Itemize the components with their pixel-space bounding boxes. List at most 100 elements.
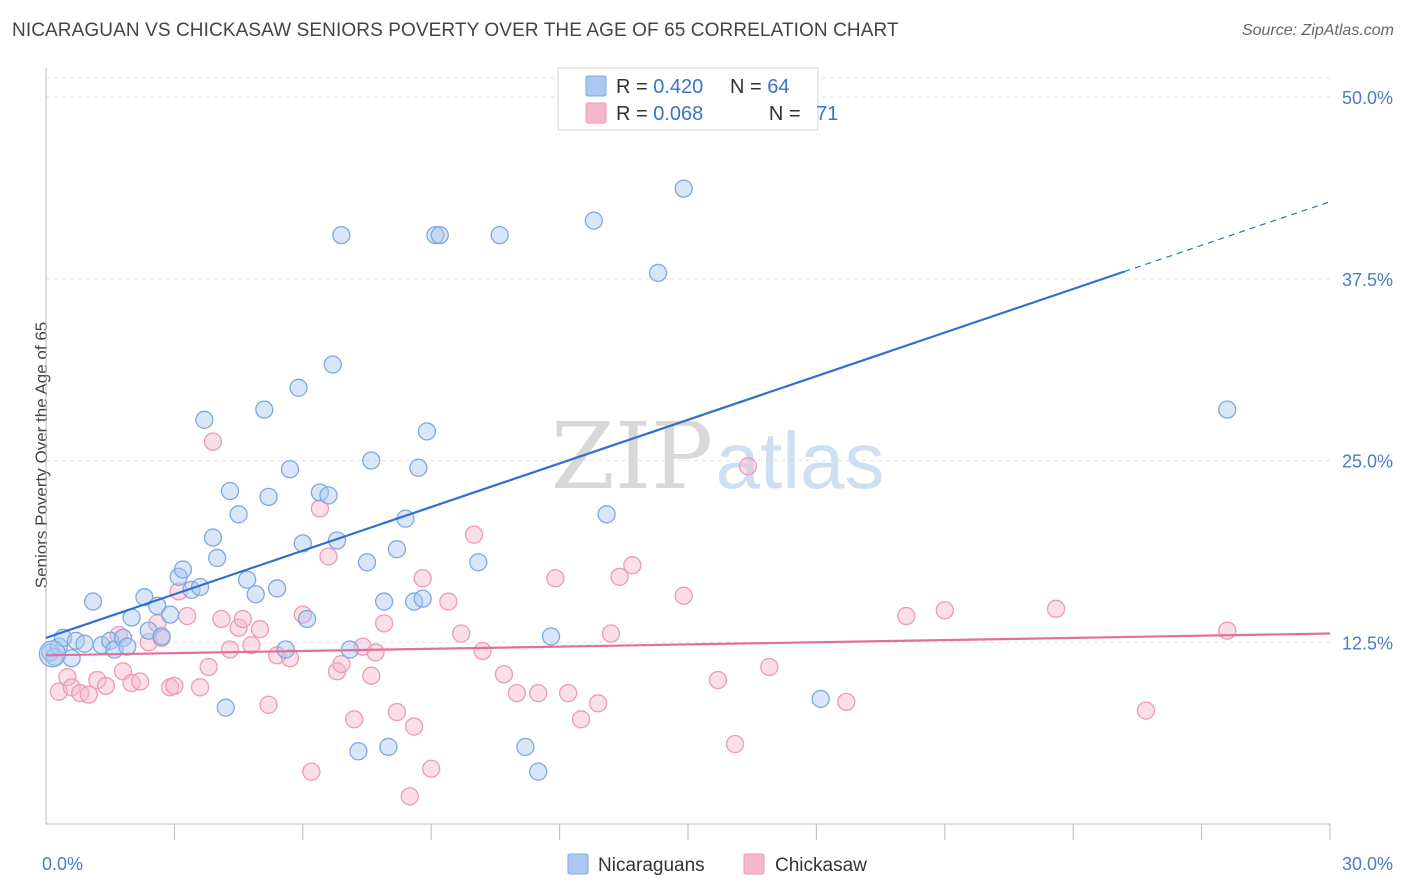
nicaraguan-point-61 [529,762,548,781]
chickasaw-point-59 [623,556,642,575]
chickasaw-point-51 [507,683,526,703]
nicaraguan-trend-line [45,270,1125,639]
chickasaw-point-35 [332,654,351,674]
chickasaw-point-55 [571,710,591,729]
bottom-legend-swatch-blue [567,853,589,875]
nicaraguan-point-7 [83,592,103,611]
nicaraguan-point-36 [289,378,308,397]
nicaraguan-point-20 [173,560,193,579]
nicaraguan-point-27 [220,481,240,501]
chickasaw-point-65 [837,692,856,712]
nicaraguan-point-22 [190,577,210,597]
svg-text:R = 0.068: R = 0.068 [616,103,703,125]
bottom-legend-label-nicaraguans: Nicaraguans [598,855,705,876]
chickasaw-point-23 [229,618,248,637]
nicaraguan-point-37 [293,534,312,553]
chickasaw-point-66 [897,606,916,626]
nicaraguan-point-50 [387,540,407,559]
x-tick-label-1: 30.0% [1342,854,1393,874]
chickasaw-point-60 [674,586,693,605]
chickasaw-point-42 [400,787,419,806]
nicaraguan-point-29 [238,570,257,589]
y-tick-label-1: 25.0% [1342,452,1393,472]
chickasaw-point-4 [79,685,98,704]
chickasaw-point-17 [178,606,197,626]
chickasaw-point-44 [413,569,432,588]
nicaraguan-point-28 [229,505,248,524]
chickasaw-point-29 [280,649,300,668]
nicaraguan-point-14 [135,588,154,607]
nicaraguan-point-33 [267,579,287,598]
nicaraguan-point-38 [297,609,317,629]
chickasaw-point-46 [439,592,458,611]
nicaraguan-point-31 [255,400,274,419]
nicaraguan-point-67 [811,689,830,709]
y-tick-labels: 12.5% 25.0% 37.5% 50.0% [1342,88,1393,653]
legend-n-value-1: 64 [767,76,789,98]
watermark: ZIP atlas [551,403,885,510]
y-tick-label-3: 50.0% [1342,88,1393,108]
chickasaw-point-48 [464,525,484,544]
legend-swatch-pink [585,102,607,124]
chickasaw-point-43 [404,717,424,736]
svg-text:R = 0.420: R = 0.420 [616,76,703,98]
chickasaw-point-45 [422,759,441,778]
chickasaw-point-64 [760,657,779,677]
chickasaw-point-26 [250,620,270,639]
chickasaw-point-49 [473,641,492,661]
legend-r-label-1: R = [616,76,653,98]
chickasaw-point-33 [319,547,338,566]
nicaraguan-point-57 [430,225,449,245]
nicaraguan-point-46 [357,553,377,572]
legend: R = 0.420 N = 64 R = 0.068 N = 71 [557,67,838,131]
legend-n-value-2: 71 [816,103,838,125]
chickasaw-trend-line [45,632,1331,657]
nicaraguan-point-68 [1218,400,1237,419]
chickasaw-points [49,432,1237,806]
grid-lines [46,77,1330,643]
nicaraguan-point-18 [160,605,180,624]
chickasaw-point-68 [1046,599,1066,618]
chickasaw-point-47 [452,624,471,643]
y-tick-label-0: 12.5% [1342,633,1393,653]
nicaraguan-point-26 [216,698,235,717]
nicaraguan-point-24 [203,528,223,547]
chickasaw-point-70 [1218,621,1237,640]
bottom-legend: Nicaraguans Chickasaw [567,853,867,876]
chickasaw-point-56 [588,694,608,713]
chickasaw-point-20 [203,432,223,451]
chart-title: NICARAGUAN VS CHICKASAW SENIORS POVERTY … [12,20,899,41]
legend-n-label-1: N = [730,76,767,98]
nicaraguan-point-56 [426,225,445,245]
watermark-atlas: atlas [716,416,885,505]
chickasaw-point-50 [494,665,514,684]
nicaraguan-point-40 [319,486,338,505]
y-tick-label-2: 37.5% [1342,270,1393,290]
chickasaw-point-24 [233,609,253,629]
chickasaw-point-61 [708,670,728,690]
chickasaw-point-27 [259,695,278,714]
chickasaw-point-40 [374,614,394,633]
legend-r-value-1: 0.420 [653,76,703,98]
chickasaw-point-62 [725,734,745,754]
chickasaw-point-39 [366,643,385,662]
nicaraguan-point-32 [259,487,278,507]
nicaraguan-point-59 [490,225,509,245]
chickasaw-point-57 [601,624,621,643]
nicaraguan-point-17 [152,627,171,646]
chickasaw-point-52 [529,683,548,703]
nicaraguan-point-34 [276,640,295,659]
nicaraguan-point-63 [584,211,603,230]
chickasaw-point-6 [96,676,116,696]
nicaraguan-point-62 [541,627,561,646]
chickasaw-point-31 [302,762,321,781]
nicaraguan-point-66 [674,179,693,198]
chickasaw-point-21 [212,609,231,629]
chickasaw-point-69 [1136,701,1156,720]
nicaraguan-point-47 [362,451,381,470]
chickasaw-point-54 [559,683,578,703]
chickasaw-point-15 [165,676,184,696]
nicaraguan-point-48 [374,592,394,611]
svg-text:N = 64: N = 64 [730,76,790,98]
legend-swatch-blue [585,75,607,97]
